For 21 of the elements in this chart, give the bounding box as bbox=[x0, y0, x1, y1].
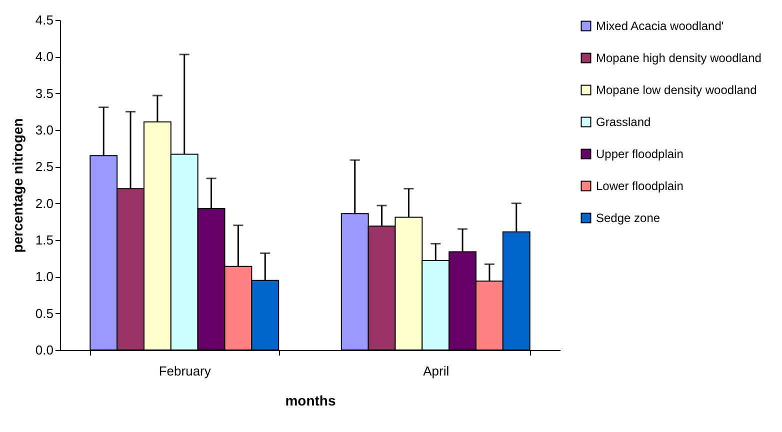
y-tick-label: 3.0 bbox=[35, 122, 54, 138]
legend-label: Mixed Acacia woodland' bbox=[596, 19, 724, 33]
y-tick-label: 2.5 bbox=[35, 159, 54, 174]
y-tick-label: 0.5 bbox=[35, 306, 54, 321]
legend-label: Upper floodplain bbox=[596, 147, 684, 161]
y-tick-label: 1.5 bbox=[35, 232, 54, 248]
legend-label: Sedge zone bbox=[596, 211, 660, 225]
x-tick-label: April bbox=[423, 364, 450, 378]
y-tick-label: 4.0 bbox=[35, 49, 54, 64]
y-axis-title: percentage nitrogen bbox=[9, 118, 26, 253]
legend-label: Mopane low density woodland bbox=[596, 83, 757, 97]
y-tick-label: 2.0 bbox=[35, 196, 54, 211]
x-tick-label: February bbox=[158, 364, 212, 378]
y-tick-label: 4.5 bbox=[35, 12, 54, 28]
legend-label: Mopane high density woodland bbox=[596, 51, 762, 65]
legend-label: Grassland bbox=[596, 115, 651, 129]
y-tick-label: 3.5 bbox=[35, 86, 54, 101]
y-tick-label: 0.0 bbox=[35, 342, 54, 358]
x-axis-title: months bbox=[285, 392, 336, 408]
y-tick-label: 1.0 bbox=[35, 269, 54, 284]
legend-label: Lower floodplain bbox=[596, 179, 684, 193]
